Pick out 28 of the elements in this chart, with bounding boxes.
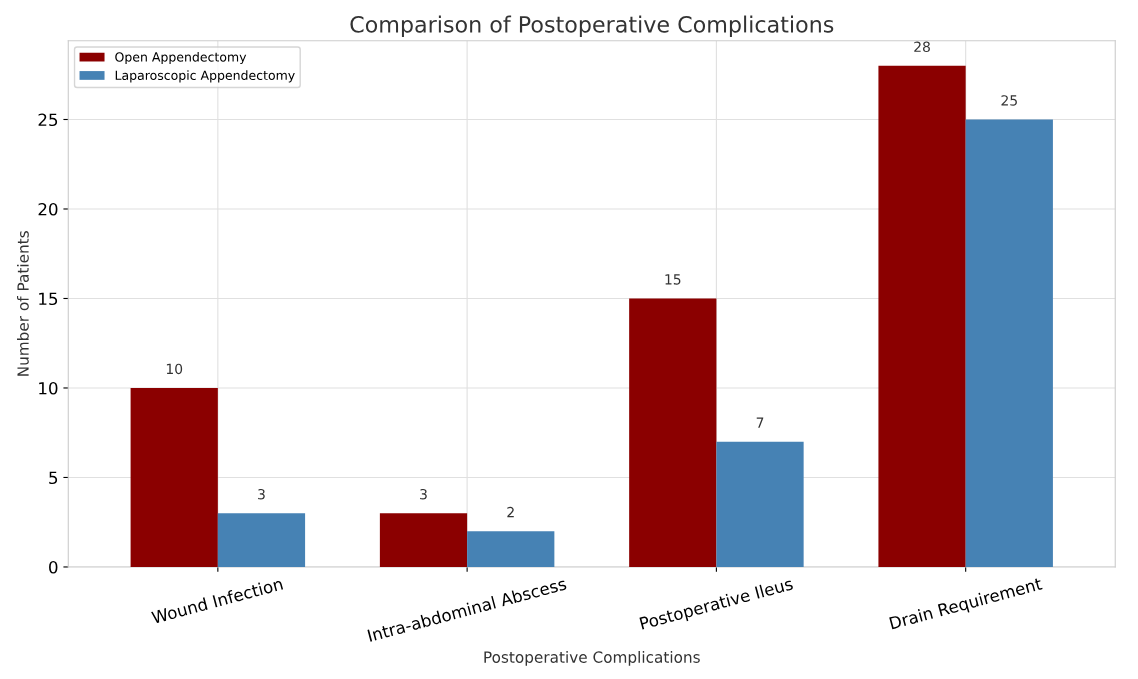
y-axis-title: Number of Patients [17, 231, 29, 376]
bar [217, 513, 306, 567]
data-label: 7 [756, 417, 764, 428]
bar [379, 513, 468, 567]
data-label: 2 [507, 506, 514, 518]
bar [629, 298, 717, 567]
y-tick-label: 0 [49, 560, 58, 574]
data-label: 3 [258, 488, 265, 500]
bar [130, 387, 218, 567]
x-axis-title: Postoperative Complications [484, 651, 700, 666]
legend-label: Open Appendectomy [115, 51, 247, 65]
data-label: 10 [166, 363, 183, 375]
data-label: 3 [420, 488, 427, 500]
legend-label: Laparoscopic Appendectomy [115, 70, 295, 83]
y-tick-label: 20 [38, 202, 58, 216]
x-tick-label: Wound Infection [150, 577, 284, 625]
bar [716, 441, 804, 567]
bar [467, 531, 555, 567]
bar [878, 65, 966, 567]
data-label: 28 [914, 41, 930, 52]
chart-title: Comparison of Postoperative Complications [350, 15, 834, 38]
y-tick-label: 10 [39, 381, 58, 395]
bar [965, 119, 1053, 567]
y-tick-label: 25 [38, 113, 58, 127]
data-label: 25 [1001, 95, 1017, 106]
data-label: 15 [665, 274, 681, 285]
y-tick-label: 5 [49, 471, 58, 485]
y-tick-label: 15 [39, 292, 58, 306]
